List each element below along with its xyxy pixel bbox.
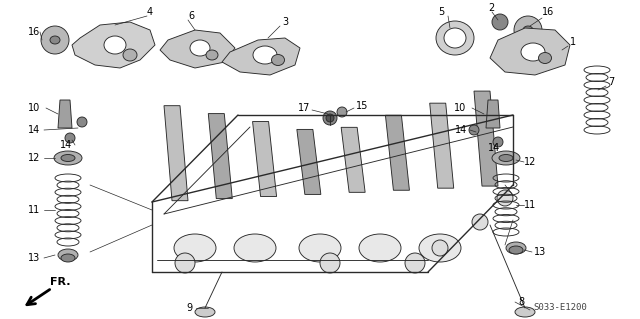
Ellipse shape [509,246,523,254]
Text: S033-E1200: S033-E1200 [533,303,587,313]
Ellipse shape [61,254,75,262]
Ellipse shape [234,234,276,262]
Text: 12: 12 [28,153,40,163]
Polygon shape [490,28,570,75]
Text: 16: 16 [542,7,554,17]
Circle shape [432,240,448,256]
Ellipse shape [499,154,513,161]
Ellipse shape [123,49,137,61]
Polygon shape [474,91,498,186]
Circle shape [469,125,479,135]
Polygon shape [164,106,188,201]
Ellipse shape [538,53,552,63]
Text: 11: 11 [28,205,40,215]
Text: 11: 11 [524,200,536,210]
Circle shape [41,26,69,54]
Text: 1: 1 [570,37,576,47]
Ellipse shape [206,50,218,60]
Text: 14: 14 [455,125,467,135]
Ellipse shape [359,234,401,262]
Ellipse shape [190,40,210,56]
Text: 14: 14 [28,125,40,135]
Polygon shape [222,38,300,75]
Ellipse shape [492,151,520,165]
Ellipse shape [515,307,535,317]
Text: 5: 5 [438,7,444,17]
Text: FR.: FR. [50,277,70,287]
Ellipse shape [58,249,78,261]
Polygon shape [385,115,410,190]
Ellipse shape [271,55,285,65]
Ellipse shape [54,151,82,165]
Circle shape [492,14,508,30]
Ellipse shape [521,43,545,61]
Text: 4: 4 [147,7,153,17]
Polygon shape [341,127,365,192]
Text: 14: 14 [60,140,72,150]
Polygon shape [429,103,454,188]
Circle shape [65,133,75,143]
Ellipse shape [506,242,526,254]
Text: 6: 6 [188,11,194,21]
Circle shape [405,253,425,273]
Text: 14: 14 [488,143,500,153]
Text: 17: 17 [298,103,310,113]
Circle shape [337,107,347,117]
Text: 3: 3 [282,17,288,27]
Ellipse shape [253,46,277,64]
Text: 2: 2 [488,3,494,13]
Text: 13: 13 [28,253,40,263]
Polygon shape [253,122,276,197]
Ellipse shape [299,234,341,262]
Ellipse shape [104,36,126,54]
Ellipse shape [195,307,215,317]
Ellipse shape [523,26,533,34]
Text: 16: 16 [28,27,40,37]
Text: 9: 9 [186,303,192,313]
Polygon shape [486,100,500,128]
Circle shape [514,16,542,44]
Polygon shape [72,22,155,68]
Ellipse shape [174,234,216,262]
Text: 12: 12 [524,157,536,167]
Ellipse shape [419,234,461,262]
Text: 8: 8 [518,297,524,307]
Text: 7: 7 [608,77,614,87]
Polygon shape [58,100,72,128]
Polygon shape [208,114,232,199]
Circle shape [497,190,513,206]
Circle shape [323,111,337,125]
Circle shape [326,114,334,122]
Text: 15: 15 [356,101,369,111]
Circle shape [77,117,87,127]
Circle shape [175,253,195,273]
Ellipse shape [444,28,466,48]
Text: 10: 10 [28,103,40,113]
Circle shape [493,137,503,147]
Circle shape [320,253,340,273]
Polygon shape [297,130,321,194]
Text: 13: 13 [534,247,547,257]
Polygon shape [160,30,235,68]
Ellipse shape [61,154,75,161]
Ellipse shape [50,36,60,44]
Circle shape [472,214,488,230]
Text: 10: 10 [454,103,467,113]
Ellipse shape [436,21,474,55]
